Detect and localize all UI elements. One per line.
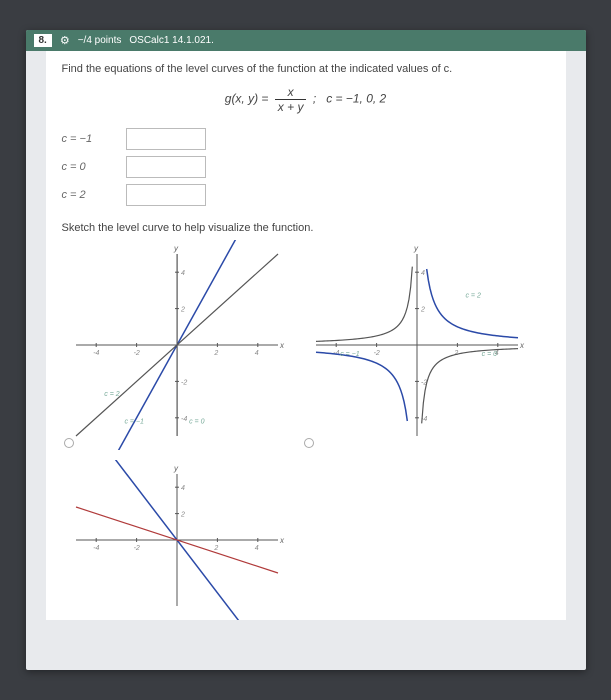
svg-text:x: x bbox=[279, 341, 285, 350]
prompt-text: Find the equations of the level curves o… bbox=[62, 63, 550, 75]
content-area: Find the equations of the level curves o… bbox=[46, 51, 566, 620]
graphs-container: -4-224-4-224xyc = 2c = −1c = 0 -4-224-4-… bbox=[62, 240, 550, 620]
question-header: 8. ⚙ −/4 points OSCalc1 14.1.021. bbox=[26, 30, 586, 51]
radio-option-1[interactable] bbox=[64, 438, 74, 448]
source-label: OSCalc1 14.1.021. bbox=[129, 35, 214, 46]
fraction: x x + y bbox=[275, 85, 307, 114]
svg-text:c = 2: c = 2 bbox=[465, 293, 480, 300]
c-values: c = −1, 0, 2 bbox=[326, 92, 386, 106]
svg-text:y: y bbox=[173, 464, 179, 473]
svg-text:x: x bbox=[519, 341, 525, 350]
input-row-c-0: c = 0 bbox=[62, 156, 550, 178]
svg-text:2: 2 bbox=[180, 512, 185, 519]
answer-input-c-neg1[interactable] bbox=[126, 128, 206, 150]
svg-text:4: 4 bbox=[181, 485, 185, 492]
input-label: c = 0 bbox=[62, 161, 112, 173]
svg-text:4: 4 bbox=[421, 270, 425, 277]
svg-text:2: 2 bbox=[213, 545, 218, 552]
svg-text:-2: -2 bbox=[133, 545, 139, 552]
input-row-c-2: c = 2 bbox=[62, 184, 550, 206]
svg-text:2: 2 bbox=[180, 307, 185, 314]
radio-option-2[interactable] bbox=[304, 438, 314, 448]
screen-container: 8. ⚙ −/4 points OSCalc1 14.1.021. Find t… bbox=[26, 30, 586, 670]
svg-text:c = 0: c = 0 bbox=[189, 418, 204, 425]
svg-text:-2: -2 bbox=[373, 350, 379, 357]
answer-input-c-0[interactable] bbox=[126, 156, 206, 178]
input-row-c-neg1: c = −1 bbox=[62, 128, 550, 150]
svg-text:2: 2 bbox=[213, 350, 218, 357]
svg-text:2: 2 bbox=[420, 307, 425, 314]
svg-text:c = 2: c = 2 bbox=[104, 391, 119, 398]
svg-text:4: 4 bbox=[254, 350, 258, 357]
svg-text:c = −1: c = −1 bbox=[340, 351, 360, 358]
svg-text:c = −1: c = −1 bbox=[124, 418, 144, 425]
graph-3-svg: -4 -2 2 4 2 4 x y bbox=[62, 460, 292, 620]
fraction-numerator: x bbox=[275, 85, 307, 100]
svg-text:-2: -2 bbox=[181, 379, 187, 386]
svg-text:x: x bbox=[279, 536, 285, 545]
graph-option-3[interactable]: -4 -2 2 4 2 4 x y bbox=[62, 460, 292, 620]
svg-text:-4: -4 bbox=[181, 416, 187, 423]
points-label: −/4 points bbox=[78, 35, 122, 46]
input-label: c = 2 bbox=[62, 189, 112, 201]
svg-text:y: y bbox=[413, 244, 419, 253]
input-label: c = −1 bbox=[62, 133, 112, 145]
question-number: 8. bbox=[34, 34, 52, 47]
svg-text:y: y bbox=[173, 244, 179, 253]
fraction-denominator: x + y bbox=[275, 100, 307, 114]
sketch-prompt: Sketch the level curve to help visualize… bbox=[62, 222, 550, 234]
graph-1-svg: -4 -2 2 4 -4 -2 2 4 x y c = 2 c = −1 c = 0 bbox=[62, 240, 292, 450]
svg-text:4: 4 bbox=[254, 545, 258, 552]
svg-text:-2: -2 bbox=[133, 350, 139, 357]
svg-text:-4: -4 bbox=[93, 350, 99, 357]
graph-option-1[interactable]: -4 -2 2 4 -4 -2 2 4 x y c = 2 c = −1 c = 0 bbox=[62, 240, 292, 450]
equation-sep: ; bbox=[313, 92, 316, 106]
svg-text:-4: -4 bbox=[93, 545, 99, 552]
equation-display: g(x, y) = x x + y ; c = −1, 0, 2 bbox=[62, 85, 550, 114]
graph-2-svg: -4-224-4-224xyc = 2c = −1c = 0 bbox=[302, 240, 532, 450]
answer-input-c-2[interactable] bbox=[126, 184, 206, 206]
svg-text:c = 0: c = 0 bbox=[481, 351, 496, 358]
graph-option-2[interactable]: -4-224-4-224xyc = 2c = −1c = 0 bbox=[302, 240, 532, 450]
equation-lhs: g(x, y) = bbox=[225, 92, 269, 106]
svg-text:4: 4 bbox=[181, 270, 185, 277]
gear-icon[interactable]: ⚙ bbox=[60, 34, 70, 47]
